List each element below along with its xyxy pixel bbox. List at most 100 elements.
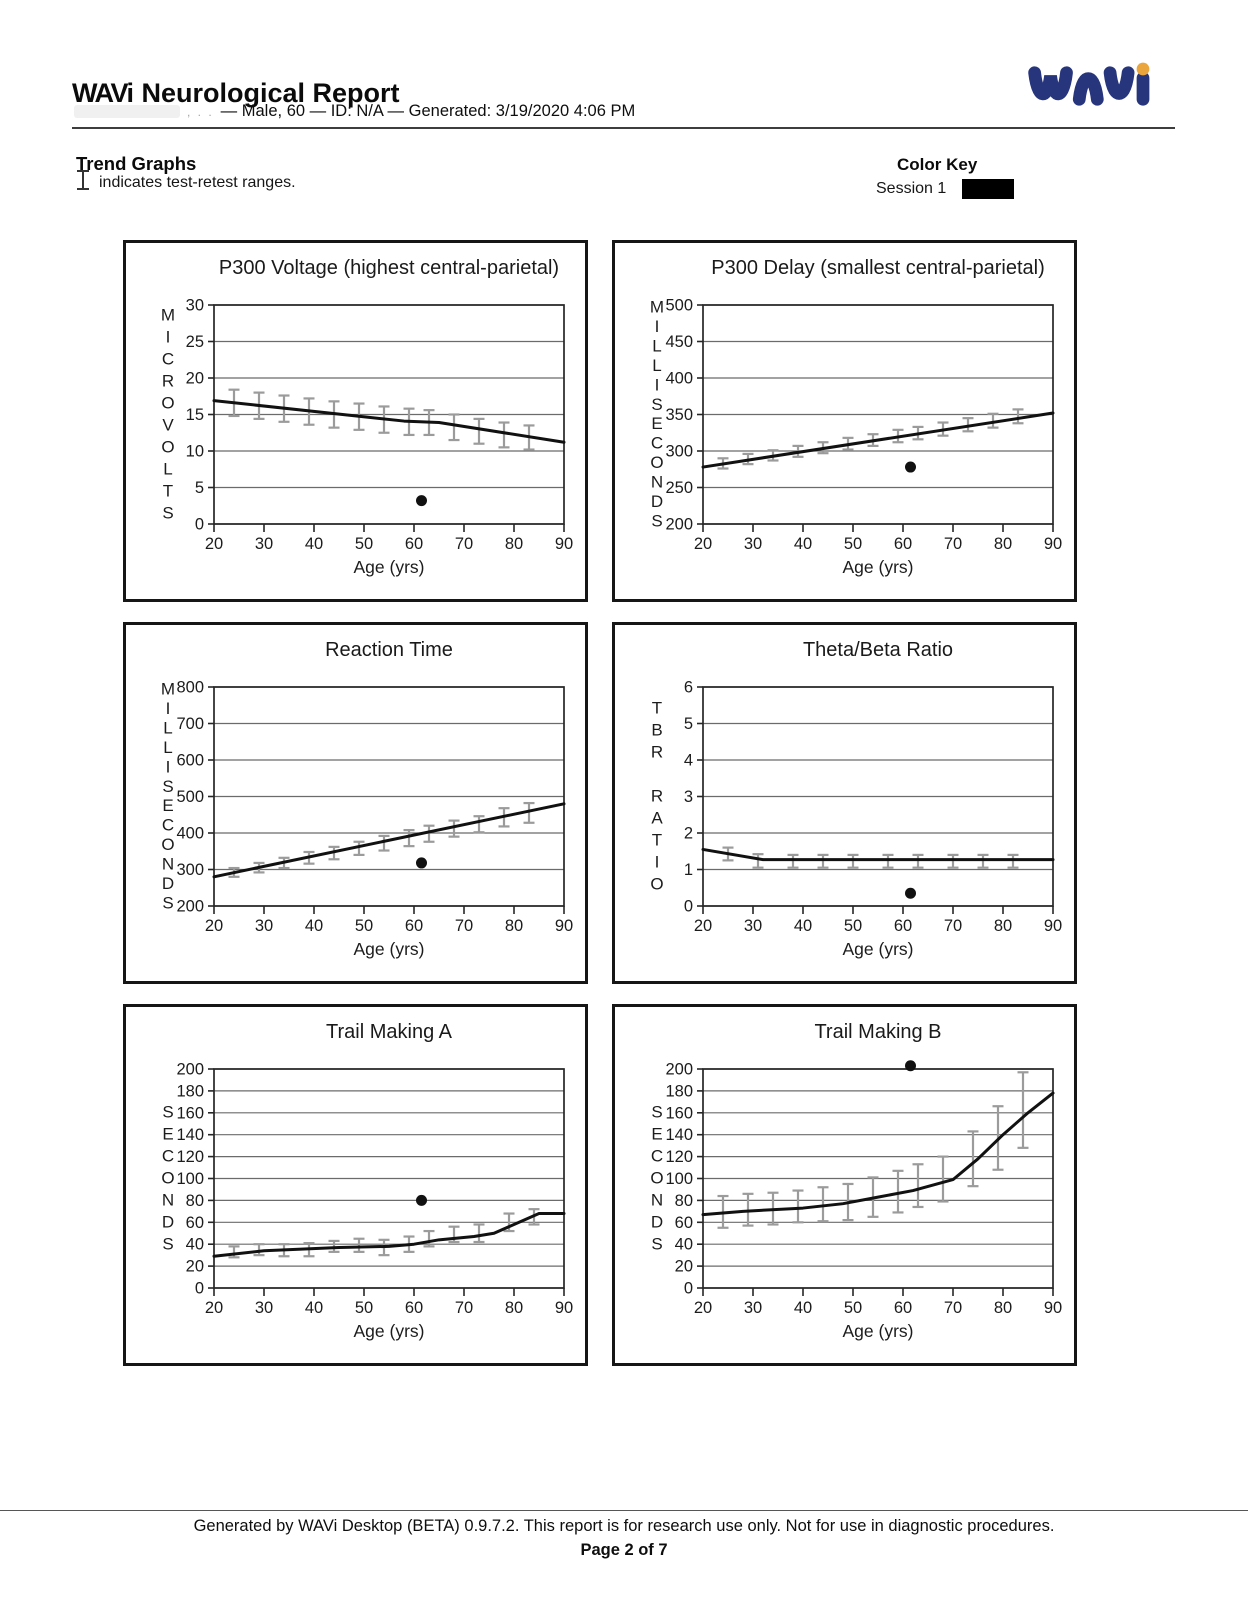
svg-text:90: 90 [555, 535, 573, 553]
svg-text:20: 20 [694, 917, 712, 935]
svg-text:M: M [161, 680, 175, 699]
patient-info: , . . — Male, 60 — ID: N/A — Generated: 3… [74, 102, 635, 121]
svg-text:5: 5 [684, 715, 693, 733]
svg-text:100: 100 [176, 1170, 204, 1188]
svg-text:R: R [651, 787, 663, 806]
svg-text:100: 100 [665, 1170, 693, 1188]
redacted-name [74, 105, 180, 118]
test-retest-range-icon [76, 169, 90, 196]
session1-color-swatch [962, 179, 1015, 199]
svg-text:80: 80 [994, 1299, 1012, 1317]
svg-text:20: 20 [694, 1299, 712, 1317]
svg-text:60: 60 [894, 535, 912, 553]
svg-text:200: 200 [176, 1061, 204, 1079]
svg-text:L: L [652, 356, 661, 375]
svg-text:180: 180 [176, 1082, 204, 1100]
report-title-text: Neurological Report [141, 78, 400, 109]
svg-text:200: 200 [665, 516, 693, 534]
svg-text:400: 400 [665, 370, 693, 388]
svg-text:T: T [163, 482, 173, 501]
chart-trail-making-b: Trail Making B 0 20 40 60 80 100 120 140 160 180 20… [612, 1004, 1077, 1366]
svg-text:300: 300 [665, 443, 693, 461]
svg-text:20: 20 [186, 1258, 204, 1276]
svg-text:S: S [162, 1235, 173, 1254]
chart-reaction-time-canvas: Reaction Time 200 300 400 500 600 700 800 20 30 40… [161, 639, 573, 959]
svg-text:120: 120 [176, 1148, 204, 1166]
svg-text:80: 80 [505, 535, 523, 553]
svg-text:350: 350 [665, 406, 693, 424]
svg-text:50: 50 [355, 1299, 373, 1317]
svg-text:O: O [650, 1169, 663, 1188]
svg-text:80: 80 [994, 917, 1012, 935]
svg-text:60: 60 [405, 917, 423, 935]
svg-text:D: D [651, 1213, 663, 1232]
svg-text:E: E [651, 414, 662, 433]
svg-text:T: T [652, 699, 662, 718]
svg-text:Theta/Beta Ratio: Theta/Beta Ratio [803, 639, 953, 661]
svg-text:60: 60 [405, 1299, 423, 1317]
section-title-trend-graphs: Trend Graphs [76, 153, 197, 175]
footer-disclaimer: Generated by WAVi Desktop (BETA) 0.9.7.2… [193, 1517, 1055, 1535]
svg-text:40: 40 [186, 1236, 204, 1254]
svg-text:C: C [162, 350, 174, 369]
svg-text:40: 40 [794, 535, 812, 553]
svg-text:70: 70 [455, 1299, 473, 1317]
svg-text:400: 400 [176, 825, 204, 843]
svg-text:Trail Making A: Trail Making A [326, 1021, 453, 1043]
svg-text:S: S [651, 395, 662, 414]
svg-text:50: 50 [844, 1299, 862, 1317]
svg-text:S: S [162, 777, 173, 796]
svg-text:40: 40 [305, 535, 323, 553]
svg-text:140: 140 [176, 1126, 204, 1144]
chart-p300-delay-canvas: P300 Delay (smallest central-parietal) 20… [650, 257, 1062, 577]
svg-text:90: 90 [1044, 917, 1062, 935]
svg-text:Age (yrs): Age (yrs) [354, 557, 425, 577]
svg-text:10: 10 [186, 443, 204, 461]
svg-text:Age (yrs): Age (yrs) [843, 939, 914, 959]
svg-text:C: C [162, 1147, 174, 1166]
svg-text:80: 80 [186, 1192, 204, 1210]
chart-trail-making-b-canvas: Trail Making B02040608010012014016018020… [650, 1021, 1062, 1341]
svg-text:40: 40 [305, 917, 323, 935]
svg-text:D: D [162, 874, 174, 893]
svg-text:40: 40 [794, 917, 812, 935]
svg-text:D: D [651, 492, 663, 511]
svg-text:40: 40 [305, 1299, 323, 1317]
footer-page-number: Page 2 of 7 [580, 1541, 668, 1559]
svg-text:L: L [163, 719, 172, 738]
svg-text:T: T [652, 831, 662, 850]
svg-text:20: 20 [205, 1299, 223, 1317]
svg-text:30: 30 [255, 1299, 273, 1317]
wavi-logo-icon [1024, 62, 1194, 112]
svg-text:200: 200 [176, 898, 204, 916]
svg-text:160: 160 [665, 1104, 693, 1122]
svg-text:R: R [651, 743, 663, 762]
svg-text:N: N [162, 1191, 174, 1210]
svg-text:60: 60 [894, 1299, 912, 1317]
svg-text:15: 15 [186, 406, 204, 424]
svg-text:5: 5 [195, 479, 204, 497]
svg-text:40: 40 [675, 1236, 693, 1254]
svg-text:2: 2 [684, 825, 693, 843]
svg-text:50: 50 [355, 535, 373, 553]
svg-text:600: 600 [176, 752, 204, 770]
chart-trail-making-a: Trail Making A 0 20 40 60 80 100 120 140 160 180 20… [123, 1004, 588, 1366]
svg-text:1: 1 [684, 861, 693, 879]
svg-text:25: 25 [186, 333, 204, 351]
svg-text:O: O [650, 453, 663, 472]
svg-text:S: S [651, 511, 662, 530]
svg-text:V: V [162, 416, 174, 435]
svg-text:E: E [651, 1125, 662, 1144]
svg-text:0: 0 [195, 516, 204, 534]
svg-text:3: 3 [684, 788, 693, 806]
svg-text:R: R [162, 372, 174, 391]
redaction-hint: , . . [187, 104, 214, 119]
svg-text:200: 200 [665, 1061, 693, 1079]
svg-text:O: O [161, 835, 174, 854]
svg-text:I: I [655, 853, 660, 872]
chart-p300-voltage-canvas: P300 Voltage (highest central-parietal) 0… [161, 257, 573, 577]
svg-text:500: 500 [665, 297, 693, 315]
svg-text:0: 0 [684, 1280, 693, 1298]
chart-p300-delay: P300 Delay (smallest central-parietal) 20… [612, 240, 1077, 602]
